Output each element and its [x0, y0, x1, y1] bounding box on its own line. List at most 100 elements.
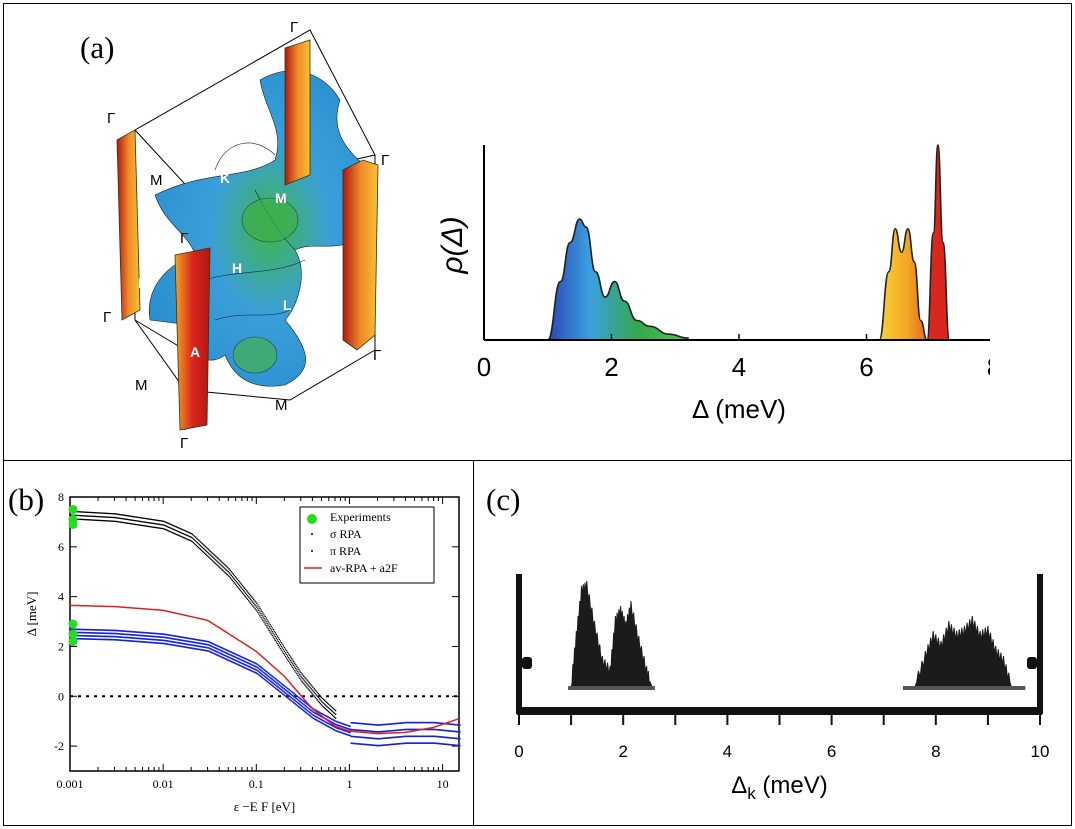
sigma-rpa-point: [164, 521, 166, 523]
pi-rpa-point: [117, 639, 120, 641]
pi-rpa-point: [107, 629, 110, 632]
pi-rpa-point: [141, 631, 144, 634]
pi-rpa-point: [393, 729, 395, 732]
pi-rpa-point: [191, 638, 194, 640]
pi-rpa-point: [154, 642, 156, 644]
pi-rpa-point: [119, 636, 122, 638]
pi-rpa-point: [329, 726, 332, 729]
sigma-rpa-point: [292, 663, 294, 665]
pi-rpa-point: [378, 744, 381, 747]
pi-rpa-point: [379, 724, 382, 726]
pi-rpa-point: [128, 640, 131, 642]
pi-rpa-point: [401, 722, 404, 724]
pi-rpa-point: [299, 703, 301, 706]
pi-rpa-point: [293, 692, 295, 695]
pi-rpa-point: [372, 737, 375, 740]
sigma-rpa-point: [245, 590, 248, 592]
pi-rpa-point: [101, 632, 104, 634]
pi-rpa-point: [113, 638, 116, 641]
sigma-rpa-point: [209, 550, 211, 552]
sigma-rpa-point: [331, 714, 334, 716]
sigma-rpa-point: [307, 680, 309, 682]
sigma-rpa-point: [288, 654, 291, 657]
pi-rpa-point: [187, 643, 189, 646]
pi-rpa-point: [337, 724, 339, 726]
sigma-rpa-point: [188, 532, 190, 534]
pi-rpa-point: [310, 715, 312, 718]
sigma-rpa-point: [243, 591, 246, 593]
pi-rpa-point: [145, 638, 148, 640]
pi-rpa-point: [262, 668, 265, 670]
pi-rpa-point: [339, 731, 342, 734]
sigma-rpa-point: [165, 525, 167, 527]
pi-rpa-point: [426, 721, 428, 724]
pi-rpa-point: [116, 639, 118, 641]
sigma-rpa-point: [104, 516, 107, 518]
sigma-rpa-point: [240, 587, 243, 589]
sigma-rpa-point: [263, 621, 265, 623]
pi-rpa-point: [195, 641, 198, 644]
legend-entry: av-RPA + a2F: [330, 561, 398, 575]
pi-rpa-point: [129, 633, 132, 636]
pi-rpa-point: [444, 743, 446, 746]
pi-rpa-point: [351, 735, 354, 738]
sigma-rpa-point: [175, 529, 177, 532]
sigma-rpa-point: [229, 569, 231, 571]
pi-rpa-point: [378, 731, 381, 733]
pi-rpa-point: [118, 629, 121, 632]
pi-rpa-point: [89, 638, 92, 640]
sigma-rpa-point: [282, 649, 285, 651]
sigma-rpa-point: [284, 648, 287, 650]
pi-rpa-point: [256, 663, 259, 666]
pi-rpa-point: [306, 712, 309, 715]
pi-rpa-point: [413, 735, 416, 738]
sigma-rpa-point: [121, 514, 123, 516]
pi-rpa-point: [445, 743, 448, 746]
sigma-rpa-point: [233, 578, 236, 580]
sigma-rpa-point: [308, 681, 310, 684]
sigma-rpa-point: [138, 520, 140, 522]
sigma-rpa-point: [110, 520, 113, 522]
pi-rpa-point: [210, 642, 212, 644]
sigma-rpa-point: [302, 678, 304, 680]
sigma-rpa-point: [145, 525, 148, 527]
sigma-rpa-point: [248, 592, 250, 594]
sigma-band-area: [546, 218, 689, 341]
pi-rpa-point: [362, 729, 365, 732]
sigma-rpa-point: [253, 598, 255, 601]
pi-rpa-point: [279, 685, 282, 687]
pi-rpa-point: [378, 737, 381, 740]
pi-rpa-point: [400, 722, 403, 724]
sigma-rpa-point: [139, 520, 141, 523]
sigma-rpa-point: [208, 552, 210, 555]
sigma-rpa-point: [233, 574, 236, 577]
pi-rpa-point: [263, 669, 266, 671]
pi-rpa-point: [310, 709, 312, 712]
pi-rpa-point: [390, 736, 393, 739]
pi-rpa-point: [109, 635, 111, 638]
sigma-rpa-point: [106, 512, 109, 515]
pi-rpa-point: [344, 730, 346, 732]
sigma-rpa-point: [226, 573, 228, 576]
pi-rpa-point: [145, 635, 148, 637]
sigma-rpa-point: [300, 675, 302, 677]
sigma-rpa-point: [191, 537, 194, 539]
sigma-rpa-point: [207, 555, 209, 557]
sigma-rpa-point: [177, 530, 179, 533]
pi-rpa-point: [454, 723, 456, 726]
pi-rpa-point: [256, 669, 259, 672]
pi-rpa-point: [452, 737, 455, 739]
pi-rpa-point: [124, 639, 127, 642]
sigma-rpa-point: [317, 696, 319, 698]
sigma-rpa-point: [225, 569, 227, 571]
sigma-rpa-point: [220, 560, 222, 562]
pi-rpa-point: [100, 629, 103, 631]
pi-rpa-point: [261, 673, 264, 676]
pi-rpa-point: [415, 728, 417, 731]
pi-rpa-point: [132, 640, 134, 642]
sigma-rpa-point: [316, 695, 318, 697]
pi-rpa-point: [448, 730, 450, 732]
pi-rpa-point: [398, 736, 400, 738]
pi-rpa-point: [280, 682, 283, 685]
sigma-rpa-point: [217, 565, 219, 567]
